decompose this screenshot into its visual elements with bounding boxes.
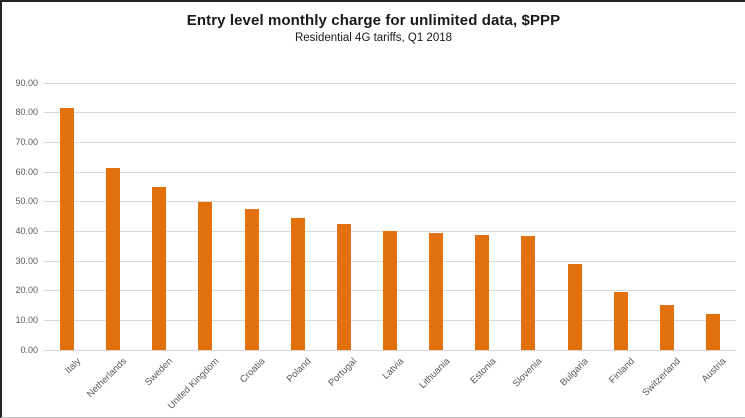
x-axis-label: Latvia: [380, 356, 406, 382]
x-axis-label: Croatia: [237, 356, 268, 386]
y-tick-label: 50.00: [15, 196, 38, 207]
bar-portugal: [336, 224, 351, 350]
gridline: [44, 201, 736, 203]
bar-poland: [290, 217, 305, 350]
x-axis-label: Lithuania: [416, 356, 452, 392]
bar-croatia: [244, 208, 259, 350]
y-tick-label: 60.00: [15, 166, 38, 177]
y-tick-label: 0.00: [20, 344, 38, 355]
gridline: [44, 349, 736, 351]
gridline: [44, 141, 736, 143]
bar-switzerland: [659, 304, 674, 350]
x-axis-label: Austria: [700, 356, 729, 385]
chart-title: Entry level monthly charge for unlimited…: [186, 12, 561, 29]
bar-bulgaria: [567, 264, 582, 350]
x-axis-label: Italy: [62, 356, 83, 377]
x-axis-label: Portugal: [326, 356, 360, 389]
gridline: [44, 82, 736, 84]
plot-area: [44, 82, 736, 351]
bar-slovenia: [521, 236, 536, 350]
x-axis-label: Poland: [284, 356, 314, 385]
bar-latvia: [383, 231, 397, 350]
x-axis-label: Estonia: [467, 356, 499, 387]
y-tick-label: 80.00: [15, 107, 38, 118]
bar-estonia: [475, 234, 490, 350]
y-tick-label: 10.00: [15, 314, 38, 325]
y-tick-label: 20.00: [15, 285, 38, 296]
x-axis-label: Finland: [606, 356, 637, 386]
bar-lithuania: [429, 232, 444, 350]
bar-united-kingdom: [198, 202, 213, 350]
x-axis-label: Sweden: [143, 356, 176, 389]
x-axis-label: Slovenia: [510, 356, 545, 390]
bar-netherlands: [106, 168, 121, 350]
y-tick-label: 90.00: [15, 77, 38, 88]
x-axis-label: Bulgaria: [557, 356, 591, 389]
bar-austria: [705, 313, 720, 350]
bar-sweden: [152, 186, 167, 350]
bar-italy: [60, 108, 75, 350]
y-tick-label: 30.00: [15, 255, 38, 266]
gridline: [44, 112, 736, 114]
x-axis-label: Netherlands: [84, 356, 129, 401]
y-tick-label: 40.00: [15, 225, 38, 236]
y-axis-ticks: 0.00 10.00 20.00 30.00 40.00 50.00 60.00 70.00 8…: [2, 78, 38, 355]
bar-finland: [613, 292, 628, 350]
gridline: [44, 171, 736, 173]
y-tick-label: 70.00: [15, 136, 38, 147]
x-axis-labels: Italy Netherlands Sweden United Kingdom Croa…: [44, 354, 736, 417]
chart-subtitle: Residential 4G tariffs, Q1 2018: [294, 32, 453, 44]
x-axis-label: Switzerland: [640, 356, 683, 399]
